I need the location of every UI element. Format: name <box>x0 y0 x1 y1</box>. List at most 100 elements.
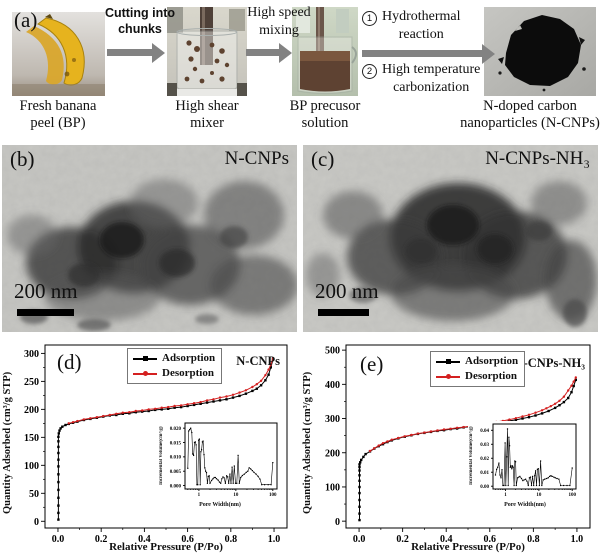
svg-text:250: 250 <box>24 377 39 388</box>
chart-e-legend: Adsorption Desorption <box>430 351 526 387</box>
caption-high-shear-mixer: High shear mixer <box>157 98 257 131</box>
step3-item2-line1: High temperature <box>382 62 481 77</box>
step1-label: Cutting into chunks <box>100 6 180 37</box>
photo-ncnps-powder <box>484 7 596 96</box>
svg-text:0: 0 <box>335 517 340 528</box>
panel-b-sample-label: N-CNPs <box>224 148 289 169</box>
svg-text:0.2: 0.2 <box>95 534 108 545</box>
svg-text:0.00: 0.00 <box>480 485 489 490</box>
svg-text:10: 10 <box>233 493 239 498</box>
svg-text:100: 100 <box>269 493 277 498</box>
legend-item-desorption: Desorption <box>133 366 215 381</box>
svg-text:200: 200 <box>325 448 340 459</box>
svg-text:500: 500 <box>325 346 340 357</box>
pore-chart-e: 1 10 100 0.00 0.01 0.02 0.03 0.04 <box>468 421 582 519</box>
pore-inset-d: 1 10 100 0.000 0.005 0.010 0.015 0.020 Incremen… <box>158 419 282 519</box>
caption-line: nanoparticles (N-CNPs) <box>460 114 600 131</box>
svg-text:100: 100 <box>325 483 340 494</box>
panel-b-label: (b) <box>10 147 35 171</box>
svg-text:0.0: 0.0 <box>52 534 65 545</box>
inset-d-ylabel: Incremental Volume(cm³/g) <box>159 426 164 486</box>
legend-label: Adsorption <box>162 352 216 364</box>
svg-text:0.005: 0.005 <box>170 470 182 475</box>
isotherm-panel-d: 0.0 0.2 0.4 0.6 0.8 1.0 0 50 100 150 200 250 300 Qua… <box>0 335 300 560</box>
svg-text:0.4: 0.4 <box>440 534 453 545</box>
caption-line: High shear <box>175 98 239 114</box>
svg-text:0.020: 0.020 <box>170 427 182 432</box>
adsorption-marker-icon <box>436 358 460 364</box>
svg-text:0.01: 0.01 <box>480 471 489 476</box>
tem-image-c <box>303 145 598 332</box>
svg-text:300: 300 <box>24 349 39 360</box>
tem-image-b <box>2 145 298 332</box>
arrow-step3 <box>362 43 495 64</box>
pore-inset-e: 1 10 100 0.00 0.01 0.02 0.03 0.04 Incremental V… <box>468 421 582 519</box>
step3-item2: 2 High temperature carbonization <box>362 61 512 96</box>
panel-c-scalebar-label: 200 nm <box>315 279 379 303</box>
svg-text:10: 10 <box>536 493 542 498</box>
chart-d-xlabel: Relative Pressure (P/Po) <box>109 541 223 553</box>
svg-text:0.0: 0.0 <box>353 534 366 545</box>
svg-text:0.4: 0.4 <box>138 534 151 545</box>
isotherm-panel-e: 0.0 0.2 0.4 0.6 0.8 1.0 0 100 200 300 400 500 Quant… <box>300 335 600 560</box>
svg-text:100: 100 <box>568 493 576 498</box>
legend-item-adsorption: Adsorption <box>436 354 518 369</box>
svg-text:300: 300 <box>325 414 340 425</box>
photo-fresh-banana-peel <box>12 12 105 96</box>
chart-e-xlabel: Relative Pressure (P/Po) <box>411 541 525 553</box>
legend-label: Desorption <box>465 370 517 382</box>
svg-text:0.010: 0.010 <box>170 456 182 461</box>
desorption-marker-icon <box>436 373 460 379</box>
photo-high-shear-mixer <box>167 7 247 96</box>
svg-text:1: 1 <box>198 493 201 498</box>
svg-text:0.8: 0.8 <box>527 534 540 545</box>
svg-text:200: 200 <box>24 405 39 416</box>
svg-text:0.04: 0.04 <box>480 429 489 434</box>
pore-chart-d: 1 10 100 0.000 0.005 0.010 0.015 0.020 <box>158 419 282 519</box>
svg-text:1.0: 1.0 <box>268 534 281 545</box>
svg-text:1: 1 <box>504 493 507 498</box>
legend-item-desorption: Desorption <box>436 369 518 384</box>
chart-d-legend: Adsorption Desorption <box>127 348 223 384</box>
svg-text:0.03: 0.03 <box>480 443 489 448</box>
inset-d-xlabel: Pore Width(nm) <box>199 502 241 508</box>
tem-panel-b: (b) N-CNPs 200 nm <box>2 145 298 332</box>
panel-c-sample-label: N-CNPs-NH₃ <box>485 148 590 169</box>
svg-text:50: 50 <box>29 489 39 500</box>
panel-c-scalebar <box>318 309 369 316</box>
svg-text:0.6: 0.6 <box>484 534 497 545</box>
svg-text:0: 0 <box>34 517 39 528</box>
panel-b-scalebar <box>17 309 74 316</box>
caption-line: BP precusor <box>289 98 361 114</box>
chart-e-ylabel: Quantity Adsorbed (cm³/g STP) <box>302 371 313 515</box>
svg-text:0.2: 0.2 <box>396 534 409 545</box>
adsorption-marker-icon <box>133 355 157 361</box>
inset-e-ylabel: Incremental Volume(cm³/g) <box>469 426 474 486</box>
step3-item1-line2: reaction <box>398 26 444 42</box>
chart-d-title: N-CNPs <box>236 354 280 368</box>
desorption-marker-icon <box>133 370 157 376</box>
step2-label: High speed mixing <box>236 4 322 39</box>
caption-bp-precursor-solution: BP precusor solution <box>272 98 378 131</box>
svg-text:0.015: 0.015 <box>170 441 182 446</box>
svg-text:1.0: 1.0 <box>571 534 584 545</box>
arrow-step2 <box>246 42 292 63</box>
step1-line1: Cutting into <box>104 6 176 20</box>
chart-e-letter: (e) <box>360 352 384 376</box>
panel-a-label: (a) <box>14 8 38 32</box>
process-flow-panel: (a) Cutting into chunks High speed mixin… <box>0 0 600 140</box>
svg-text:100: 100 <box>24 461 39 472</box>
caption-line: mixer <box>190 114 224 131</box>
panel-c-label: (c) <box>311 147 335 171</box>
legend-label: Adsorption <box>465 355 519 367</box>
step2-line2: mixing <box>259 22 299 38</box>
arrow-step1 <box>107 42 165 63</box>
caption-line: peel (BP) <box>30 114 86 131</box>
svg-text:400: 400 <box>325 380 340 391</box>
isotherm-chart-d: 0.0 0.2 0.4 0.6 0.8 1.0 0 50 100 150 200 250 300 <box>24 344 288 545</box>
legend-label: Desorption <box>162 367 214 379</box>
circled-2-icon: 2 <box>362 64 377 79</box>
svg-text:150: 150 <box>24 433 39 444</box>
chart-d-ylabel: Quantity Adsorbed (cm³/g STP) <box>2 371 13 515</box>
